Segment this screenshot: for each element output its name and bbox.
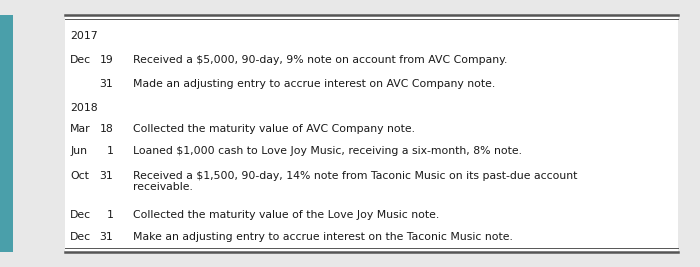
Text: Received a $5,000, 90-day, 9% note on account from AVC Company.: Received a $5,000, 90-day, 9% note on ac… [133,55,507,65]
Text: Collected the maturity value of AVC Company note.: Collected the maturity value of AVC Comp… [133,124,415,134]
Text: Collected the maturity value of the Love Joy Music note.: Collected the maturity value of the Love… [133,210,440,219]
FancyBboxPatch shape [0,15,13,252]
Text: 18: 18 [99,124,113,134]
Text: 19: 19 [99,55,113,65]
Text: 2018: 2018 [70,103,97,113]
Text: 31: 31 [99,232,113,242]
Text: Make an adjusting entry to accrue interest on the Taconic Music note.: Make an adjusting entry to accrue intere… [133,232,513,242]
Text: 31: 31 [99,79,113,89]
FancyBboxPatch shape [65,15,678,252]
Text: Dec: Dec [70,232,91,242]
Text: Loaned $1,000 cash to Love Joy Music, receiving a six-month, 8% note.: Loaned $1,000 cash to Love Joy Music, re… [133,146,522,155]
Text: 31: 31 [99,171,113,181]
Text: Dec: Dec [70,210,91,219]
Text: Mar: Mar [70,124,90,134]
Text: 2017: 2017 [70,31,97,41]
Text: Jun: Jun [70,146,87,155]
Text: 1: 1 [106,146,113,155]
Text: Made an adjusting entry to accrue interest on AVC Company note.: Made an adjusting entry to accrue intere… [133,79,496,89]
Text: 1: 1 [106,210,113,219]
Text: Received a $1,500, 90-day, 14% note from Taconic Music on its past-due account
r: Received a $1,500, 90-day, 14% note from… [133,171,578,193]
Text: Dec: Dec [70,55,91,65]
Text: Oct: Oct [70,171,89,181]
